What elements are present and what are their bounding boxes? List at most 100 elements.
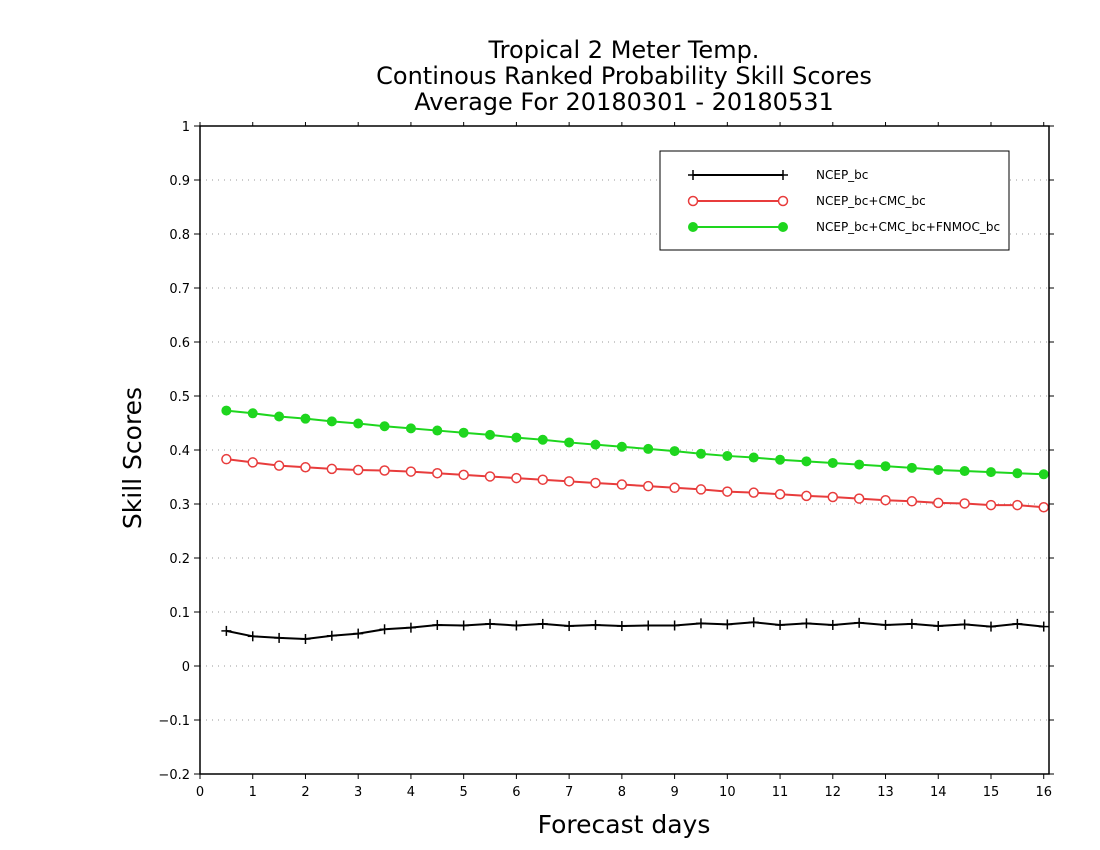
data-point [326,416,337,427]
data-point [247,408,258,419]
data-point [484,471,496,482]
data-point [985,499,997,511]
data-point [854,617,865,628]
y-tick-label: 0.1 [169,606,190,621]
data-point [221,405,232,416]
x-tick-label: 13 [877,785,894,800]
x-tick-label: 0 [196,785,204,800]
y-tick-label: 0.5 [169,390,190,405]
x-axis-label: Forecast days [538,810,711,839]
data-point [458,620,469,631]
x-tick-label: 14 [930,785,947,800]
x-tick-label: 8 [618,785,626,800]
data-point [1038,501,1049,513]
x-tick-label: 4 [407,785,415,800]
data-point [379,624,390,635]
data-point [959,619,970,630]
data-point [537,434,548,445]
data-point [537,618,548,629]
y-tick-label: −0.2 [158,768,190,783]
legend-marker [777,195,789,207]
legend-label: NCEP_bc [816,168,868,182]
y-tick-label: 0.8 [169,228,190,243]
y-tick-label: −0.1 [158,714,190,729]
data-point [959,498,970,509]
data-point [405,622,416,633]
data-point [906,496,918,507]
data-point [616,621,627,632]
legend: NCEP_bc NCEP_bc+CMC_bc NCEP_bc+CMC_bc+FNMO… [659,150,1010,251]
legend-entry: NCEP_bc+CMC_bc+FNMOC_bc [688,220,1000,234]
data-point [590,477,601,489]
y-tick-label: 0.6 [169,336,190,351]
tick-layer: −0.2−0.100.10.20.30.40.50.60.70.80.910 1 2… [158,120,1054,800]
data-point [669,620,680,631]
data-point [616,441,627,452]
series-layer [221,405,1049,644]
data-point [827,491,839,503]
data-point [379,465,390,476]
data-point [432,467,443,479]
data-point [722,619,733,630]
x-tick-label: 2 [301,785,309,800]
data-point [801,490,812,502]
data-point [1012,468,1023,479]
data-point [695,448,706,459]
data-point [485,618,496,629]
data-point [300,413,311,424]
data-point [933,464,944,475]
data-point [669,446,680,457]
data-point [432,619,443,630]
x-tick-label: 16 [1035,785,1052,800]
data-point [748,487,759,498]
x-tick-label: 11 [772,785,789,800]
data-point [221,453,232,465]
x-tick-label: 1 [249,785,257,800]
legend-entry: NCEP_bc+CMC_bc [687,194,926,208]
data-point [695,484,707,495]
data-point [669,482,680,494]
y-tick-label: 0.7 [169,282,190,297]
data-point [353,418,364,429]
data-point [379,421,390,432]
data-point [1038,621,1049,632]
data-point [880,619,891,630]
data-point [564,437,575,448]
legend-entry: NCEP_bc [688,168,868,182]
data-point [748,452,759,463]
chart-title-line-3: Average For 20180301 - 20180531 [414,88,834,116]
data-point [511,620,522,631]
y-tick-label: 0.2 [169,552,190,567]
data-point [775,619,786,630]
data-point [1038,469,1049,480]
data-point [274,411,285,422]
data-point [643,443,654,454]
series-1 [221,617,1049,644]
data-point [563,476,575,487]
data-point [722,486,733,497]
y-tick-label: 1 [182,120,190,135]
chart-title-line-2: Continous Ranked Probability Skill Score… [376,62,872,90]
data-point [247,631,258,642]
data-point [827,619,838,630]
y-tick-label: 0.4 [169,444,190,459]
data-point [326,463,338,475]
data-point [352,464,364,476]
data-point [405,423,416,434]
data-point [959,466,970,477]
data-point [564,621,575,632]
data-point [1012,499,1023,511]
legend-marker [688,222,698,232]
data-point [933,497,944,509]
data-point [748,617,759,628]
data-point [880,494,891,506]
data-point [300,462,311,473]
y-tick-label: 0 [182,660,190,675]
data-point [458,427,469,438]
data-point [642,480,654,492]
data-point [906,462,917,473]
legend-marker [688,170,698,180]
x-tick-label: 3 [354,785,362,800]
data-point [801,618,812,629]
